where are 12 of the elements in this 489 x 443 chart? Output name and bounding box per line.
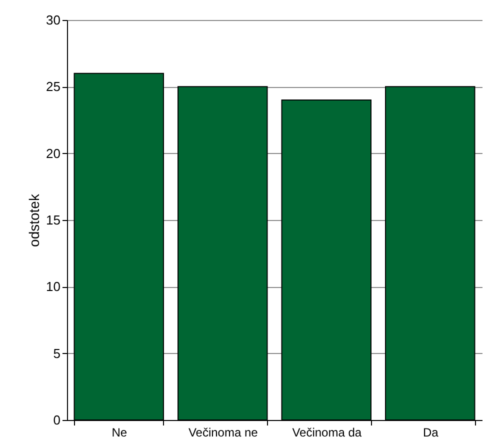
y-tick-label: 15 — [46, 212, 60, 228]
x-tick-label: Da — [422, 426, 439, 440]
x-tick-label: Večinoma ne — [188, 426, 258, 440]
x-tick-label: Večinoma da — [292, 426, 362, 440]
y-tick-label: 25 — [46, 79, 60, 94]
y-axis-title: odstotek — [26, 193, 42, 247]
y-tick-label: 10 — [46, 279, 60, 294]
y-tick-label: 20 — [46, 146, 60, 161]
y-tick-label: 30 — [46, 12, 60, 28]
y-tick-label: 0 — [53, 412, 60, 428]
y-tick-label: 5 — [53, 346, 60, 361]
x-tick-label: Ne — [112, 426, 128, 440]
